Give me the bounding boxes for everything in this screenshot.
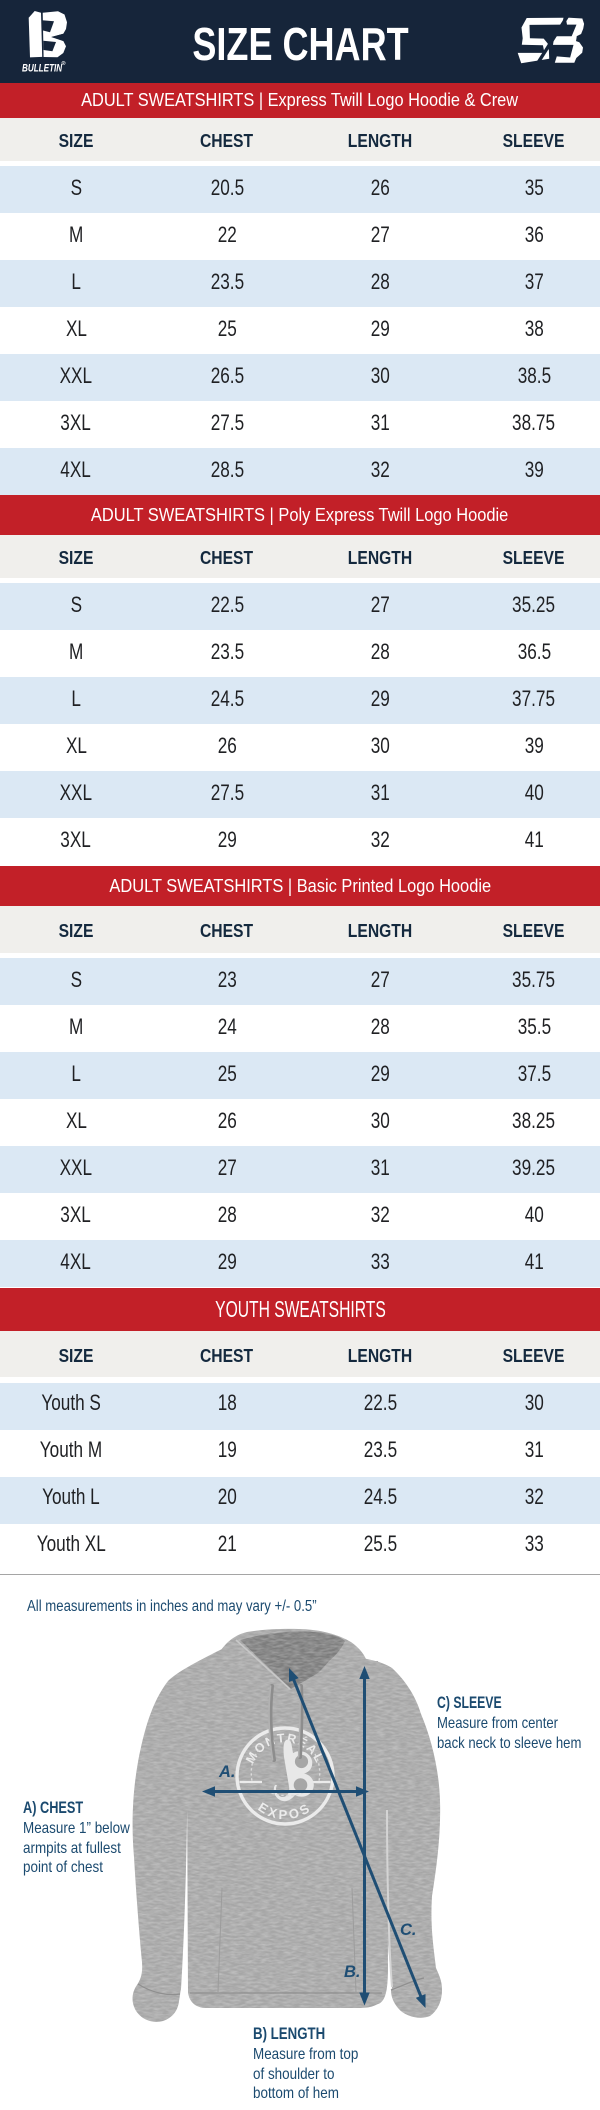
svg-text:EXPOS: EXPOS — [256, 1799, 315, 1822]
svg-text:®: ® — [62, 60, 66, 67]
svg-text:BULLETIN: BULLETIN — [22, 62, 63, 75]
